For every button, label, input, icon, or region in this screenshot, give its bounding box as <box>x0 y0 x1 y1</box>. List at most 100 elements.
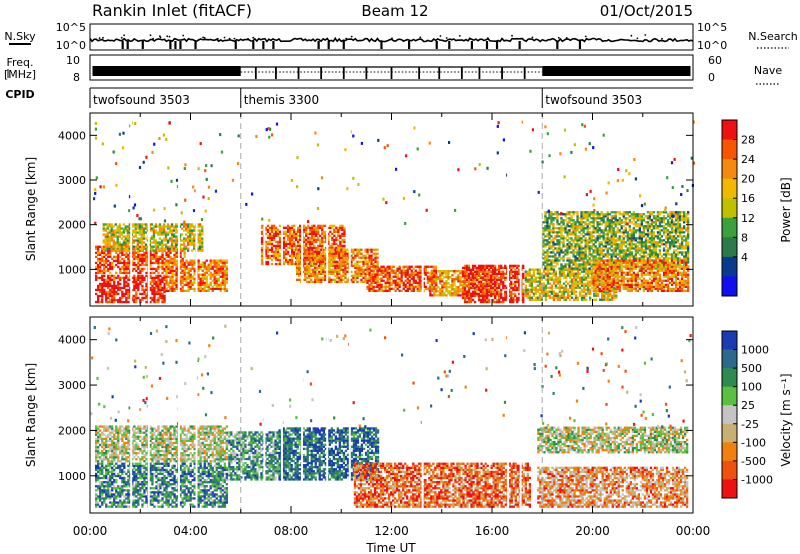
heatmap-cell <box>97 263 100 267</box>
heatmap-cell <box>475 266 479 269</box>
heatmap-cell <box>179 289 182 292</box>
heatmap-cell <box>101 276 104 279</box>
heatmap-cell <box>302 250 305 253</box>
heatmap-cell <box>358 272 361 275</box>
heatmap-cell <box>169 259 172 262</box>
heatmap-cell <box>441 272 444 275</box>
heatmap-cell <box>312 270 315 273</box>
heatmap-cell <box>562 257 565 260</box>
heatmap-cell <box>107 263 110 267</box>
heatmap-cell <box>518 296 521 300</box>
heatmap-cell <box>516 264 519 267</box>
heatmap-cell <box>498 296 501 300</box>
heatmap-cell <box>558 213 561 216</box>
heatmap-cell <box>205 271 208 274</box>
nave-tick-top: 60 <box>708 54 722 67</box>
heatmap-cell <box>278 252 282 256</box>
heatmap-cell <box>101 269 104 273</box>
heatmap-cell <box>328 266 331 269</box>
heatmap-cell <box>556 221 559 224</box>
heatmap-cell <box>484 298 487 302</box>
heatmap-cell <box>439 288 442 291</box>
heatmap-cell <box>104 241 107 244</box>
heatmap-cell <box>163 263 166 267</box>
heatmap-cell <box>592 243 595 246</box>
heatmap-cell <box>162 231 166 234</box>
heatmap-cell <box>162 249 166 252</box>
heatmap-cell <box>340 280 343 284</box>
heatmap-cell <box>305 238 308 242</box>
heatmap-cell <box>152 227 156 230</box>
heatmap-cell <box>422 271 425 274</box>
heatmap-cell <box>266 246 270 250</box>
heatmap-cell <box>560 217 563 220</box>
heatmap-cell <box>169 287 172 290</box>
heatmap-cell <box>492 276 495 279</box>
heatmap-cell <box>151 253 154 256</box>
heatmap-cell <box>465 274 469 277</box>
heatmap-cell <box>538 278 541 281</box>
heatmap-cell <box>104 237 107 240</box>
heatmap-cell <box>590 247 593 250</box>
heatmap-cell <box>101 278 104 281</box>
heatmap-cell <box>223 289 226 292</box>
heatmap-cell <box>611 298 614 301</box>
heatmap-cell <box>150 241 154 244</box>
heatmap-cell <box>283 226 286 229</box>
heatmap-cell <box>318 250 321 253</box>
heatmap-cell <box>310 268 313 271</box>
heatmap-cell <box>560 231 563 234</box>
heatmap-cell <box>542 284 546 287</box>
heatmap-cell <box>477 274 481 277</box>
heatmap-cell <box>443 276 446 279</box>
heatmap-cell <box>574 298 578 301</box>
heatmap-cell <box>117 261 120 265</box>
heatmap-cell <box>534 298 537 301</box>
heatmap-cell <box>585 298 588 301</box>
heatmap-cell <box>106 233 109 236</box>
heatmap-cell <box>394 275 397 278</box>
heatmap-cell <box>114 247 117 250</box>
heatmap-cell <box>488 268 491 271</box>
heatmap-cell <box>429 292 432 295</box>
heatmap-cell <box>469 272 473 275</box>
heatmap-cell <box>128 241 131 244</box>
heatmap-cell <box>167 267 170 270</box>
heatmap-cell <box>153 255 156 258</box>
nsearch-point <box>123 34 125 37</box>
heatmap-cell <box>119 300 122 304</box>
heatmap-cell <box>542 261 545 264</box>
heatmap-cell <box>433 270 436 273</box>
heatmap-cell <box>572 267 575 270</box>
heatmap-cell <box>562 243 565 246</box>
heatmap-cell <box>140 237 144 240</box>
heatmap-cell <box>583 294 586 297</box>
heatmap-cell <box>193 273 196 276</box>
heatmap-cell <box>163 278 166 281</box>
heatmap-cell <box>328 258 331 261</box>
heatmap-cell <box>316 268 319 271</box>
heatmap-cell <box>155 253 158 256</box>
heatmap-cell <box>334 278 337 281</box>
heatmap-cell <box>572 253 575 256</box>
heatmap-cell <box>477 286 481 290</box>
heatmap-cell <box>341 232 344 235</box>
heatmap-cell <box>550 288 554 291</box>
heatmap-cell <box>140 223 144 226</box>
heatmap-cell <box>388 277 391 280</box>
heatmap-cell <box>197 239 200 242</box>
heatmap-cell <box>518 264 521 267</box>
heatmap-cell <box>161 259 164 263</box>
heatmap-cell <box>500 290 503 294</box>
nsearch-point <box>102 36 104 39</box>
heatmap-cell <box>283 240 286 244</box>
heatmap-cell <box>109 284 112 288</box>
heatmap-cell <box>143 257 146 261</box>
heatmap-cell <box>124 235 127 238</box>
heatmap-cell <box>103 280 106 284</box>
heatmap-cell <box>574 265 577 268</box>
heatmap-cell <box>449 286 452 289</box>
heatmap-cell <box>189 275 192 278</box>
heatmap-cell <box>185 275 188 278</box>
heatmap-cell <box>544 239 547 242</box>
